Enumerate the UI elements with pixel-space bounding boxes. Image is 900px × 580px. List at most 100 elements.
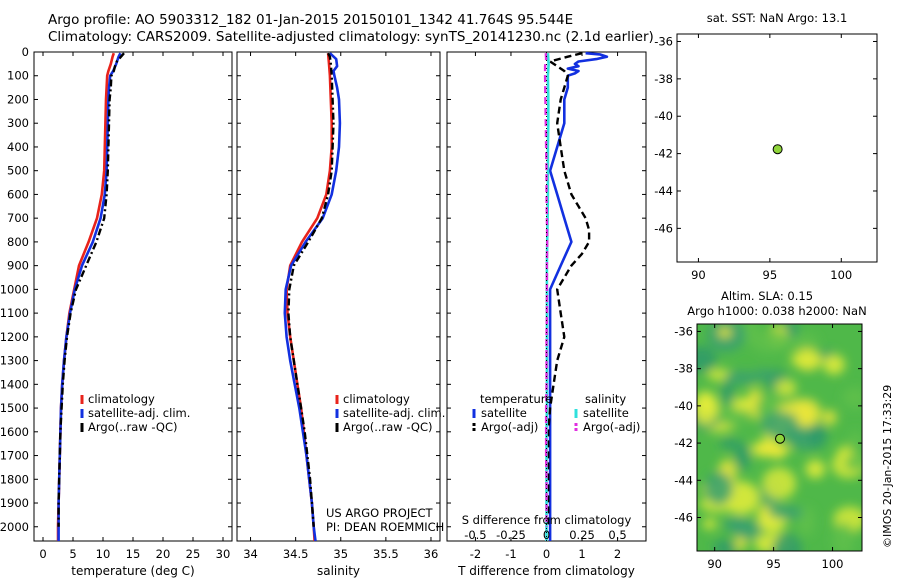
credit-project: US ARGO PROJECT xyxy=(326,506,434,520)
x-tick-label: 30 xyxy=(216,547,231,561)
sla-blob xyxy=(774,379,797,396)
sla-blob xyxy=(707,324,746,352)
lat-tick-label: -36 xyxy=(654,34,673,48)
top-axis-tick-label: 0 xyxy=(543,528,550,542)
sla-blob xyxy=(808,423,828,449)
depth-tick-label: 1200 xyxy=(0,330,29,344)
depth-tick-label: 500 xyxy=(7,164,29,178)
x-tick-label: 2 xyxy=(614,547,621,561)
depth-tick-label: 1000 xyxy=(0,282,29,296)
sla-blob xyxy=(753,443,791,456)
lon-tick-label: 90 xyxy=(707,557,722,571)
series-line-sal_argo xyxy=(543,53,549,527)
legend-label: satellite xyxy=(583,406,629,420)
figure-title-line2: Climatology: CARS2009. Satellite-adjuste… xyxy=(48,29,654,45)
depth-tick-label: 200 xyxy=(7,92,29,106)
profile-panel-0 xyxy=(33,51,233,542)
legend-label: satellite-adj. clim. xyxy=(343,406,445,420)
sla-blob xyxy=(734,443,751,471)
sla-blob xyxy=(724,371,757,385)
depth-tick-label: 800 xyxy=(7,235,29,249)
sla-blob xyxy=(822,410,837,425)
sla-blob xyxy=(717,327,732,338)
legend-label: Argo(..raw -QC) xyxy=(88,420,178,434)
lat-tick-label: -38 xyxy=(654,72,673,86)
series-line-satellite xyxy=(548,51,609,541)
legend-label: satellite-adj. clim. xyxy=(88,406,190,420)
lon-tick-label: 95 xyxy=(766,557,781,571)
x-axis-label: T difference from climatology xyxy=(457,564,635,578)
sla-blob xyxy=(845,453,862,472)
lat-tick-label: -40 xyxy=(654,109,673,123)
sla-map-title-line1: Altim. SLA: 0.15 xyxy=(721,289,813,303)
x-axis-label: temperature (deg C) xyxy=(71,564,194,578)
legend-label: Argo(..raw -QC) xyxy=(343,420,433,434)
sla-blob xyxy=(790,352,822,366)
x-tick-label: 36 xyxy=(424,547,439,561)
depth-tick-label: 1100 xyxy=(0,306,29,320)
float-position-marker xyxy=(775,433,786,444)
panel-frame xyxy=(236,51,441,542)
x-tick-label: 15 xyxy=(126,547,141,561)
depth-tick-label: 2000 xyxy=(0,520,29,534)
x-tick-label: 10 xyxy=(96,547,111,561)
top-axis-tick-label: 0.5 xyxy=(608,528,626,542)
legend-label: climatology xyxy=(343,392,410,406)
depth-tick-label: 1800 xyxy=(0,472,29,486)
lat-tick-label: -40 xyxy=(674,399,693,413)
sla-blob xyxy=(772,533,802,551)
map-frame xyxy=(676,33,878,263)
legend-label: satellite xyxy=(481,406,527,420)
depth-tick-label: 600 xyxy=(7,187,29,201)
lat-tick-label: -42 xyxy=(674,436,693,450)
x-tick-label: 20 xyxy=(156,547,171,561)
depth-tick-label: 300 xyxy=(7,116,29,130)
sla-blob xyxy=(823,354,845,375)
lat-tick-label: -46 xyxy=(674,511,693,525)
depth-tick-label: 700 xyxy=(7,211,29,225)
x-tick-label: 34.5 xyxy=(283,547,309,561)
sla-blob xyxy=(697,390,718,425)
sla-blob xyxy=(712,539,738,551)
sla-blob xyxy=(732,397,754,411)
lon-tick-label: 90 xyxy=(691,268,706,282)
depth-tick-label: 0 xyxy=(22,45,29,59)
sla-blob xyxy=(805,459,826,479)
x-tick-label: 25 xyxy=(186,547,201,561)
lat-tick-label: -38 xyxy=(674,362,693,376)
sla-map-title-line2: Argo h1000: 0.038 h2000: NaN xyxy=(687,304,866,318)
x-tick-label: 5 xyxy=(69,547,76,561)
x-tick-label: -1 xyxy=(505,547,516,561)
x-axis-label: salinity xyxy=(317,564,360,578)
lon-tick-label: 100 xyxy=(830,268,852,282)
sla-field-blobs xyxy=(697,324,862,551)
series-line-argo xyxy=(57,52,125,527)
sst-map-panel xyxy=(676,33,878,263)
float-position-marker xyxy=(772,144,783,155)
legend-label: Argo(-adj) xyxy=(481,420,538,434)
x-tick-label: 0 xyxy=(543,547,550,561)
sla-blob xyxy=(719,438,741,450)
depth-tick-label: 1900 xyxy=(0,496,29,510)
legend-group-title: temperature xyxy=(480,392,552,406)
top-axis-tick-label: -0.5 xyxy=(464,528,486,542)
sla-blob xyxy=(704,471,734,505)
map-frame xyxy=(696,323,863,552)
lat-tick-label: -46 xyxy=(654,221,673,235)
x-tick-label: 1 xyxy=(578,547,585,561)
sla-blob xyxy=(733,520,762,540)
depth-tick-label: 400 xyxy=(7,140,29,154)
lon-tick-label: 100 xyxy=(822,557,844,571)
sla-blob xyxy=(762,467,797,500)
imos-watermark: ©IMOS 20-Jan-2015 17:33:29 xyxy=(881,385,894,548)
sla-blob xyxy=(788,337,812,350)
lat-tick-label: -36 xyxy=(674,324,693,338)
x-tick-label: 0 xyxy=(39,547,46,561)
sla-blob xyxy=(752,369,776,381)
top-axis-tick-label: -0.25 xyxy=(496,528,526,542)
legend-label: climatology xyxy=(88,392,155,406)
depth-tick-label: 1500 xyxy=(0,401,29,415)
depth-tick-label: 1400 xyxy=(0,377,29,391)
profile-panel-1 xyxy=(236,51,441,542)
